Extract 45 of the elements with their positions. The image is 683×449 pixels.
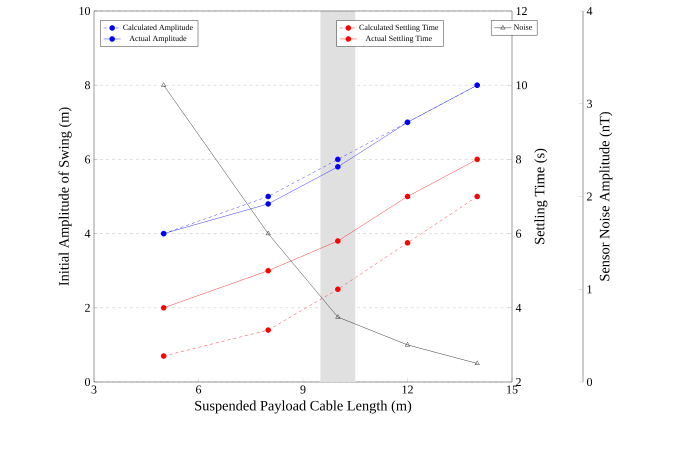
y3-tick-label: 3 [587,100,592,108]
point [160,353,166,359]
y3-tick-label: 1 [588,285,592,294]
y-tick-label: 8 [84,81,90,90]
point [474,360,480,365]
x-tick-label: 12 [402,386,413,394]
y2-tick-label: 4 [516,304,522,312]
y3-tick-label: 0 [586,378,592,386]
x-tick-label: 6 [196,386,202,394]
point [335,164,341,170]
x-tick-label: 15 [507,386,518,394]
y2-tick-label: 8 [516,155,522,164]
y2-tick-label: 6 [516,230,522,238]
x-tick-label: 9 [300,386,306,394]
y2-tick-label: 2 [516,378,521,386]
point [160,305,166,311]
point [474,156,480,162]
point [335,314,340,319]
x-tick-label: 3 [92,386,97,394]
point [474,194,480,200]
y-tick-label: 0 [84,378,90,386]
y3-axis-title: Sensor Noise Amplitude (nT) [599,112,612,281]
y-tick-label: 4 [84,230,90,238]
y-tick-label: 10 [80,6,90,16]
y3-tick-label: 2 [587,192,592,200]
y-tick-label: 6 [85,155,90,164]
x-axis-title: Suspended Payload Cable Length (m) [195,400,412,414]
y-tick-label: 2 [85,304,90,312]
point [265,194,271,200]
point [161,82,166,87]
y2-tick-label: 10 [516,81,528,90]
point [265,327,271,333]
point [265,201,271,207]
point [404,240,410,246]
y2-axis-title: Settling Time (s) [534,148,548,244]
y3-tick-label: 4 [586,7,592,15]
point [335,156,341,162]
point [266,230,271,236]
point [404,194,410,200]
y2-tick-label: 12 [516,7,527,15]
point [405,342,410,346]
point [265,268,271,274]
point [335,286,341,292]
point [335,238,341,244]
y-axis-title: Initial Amplitude of Swing (m) [58,107,72,286]
